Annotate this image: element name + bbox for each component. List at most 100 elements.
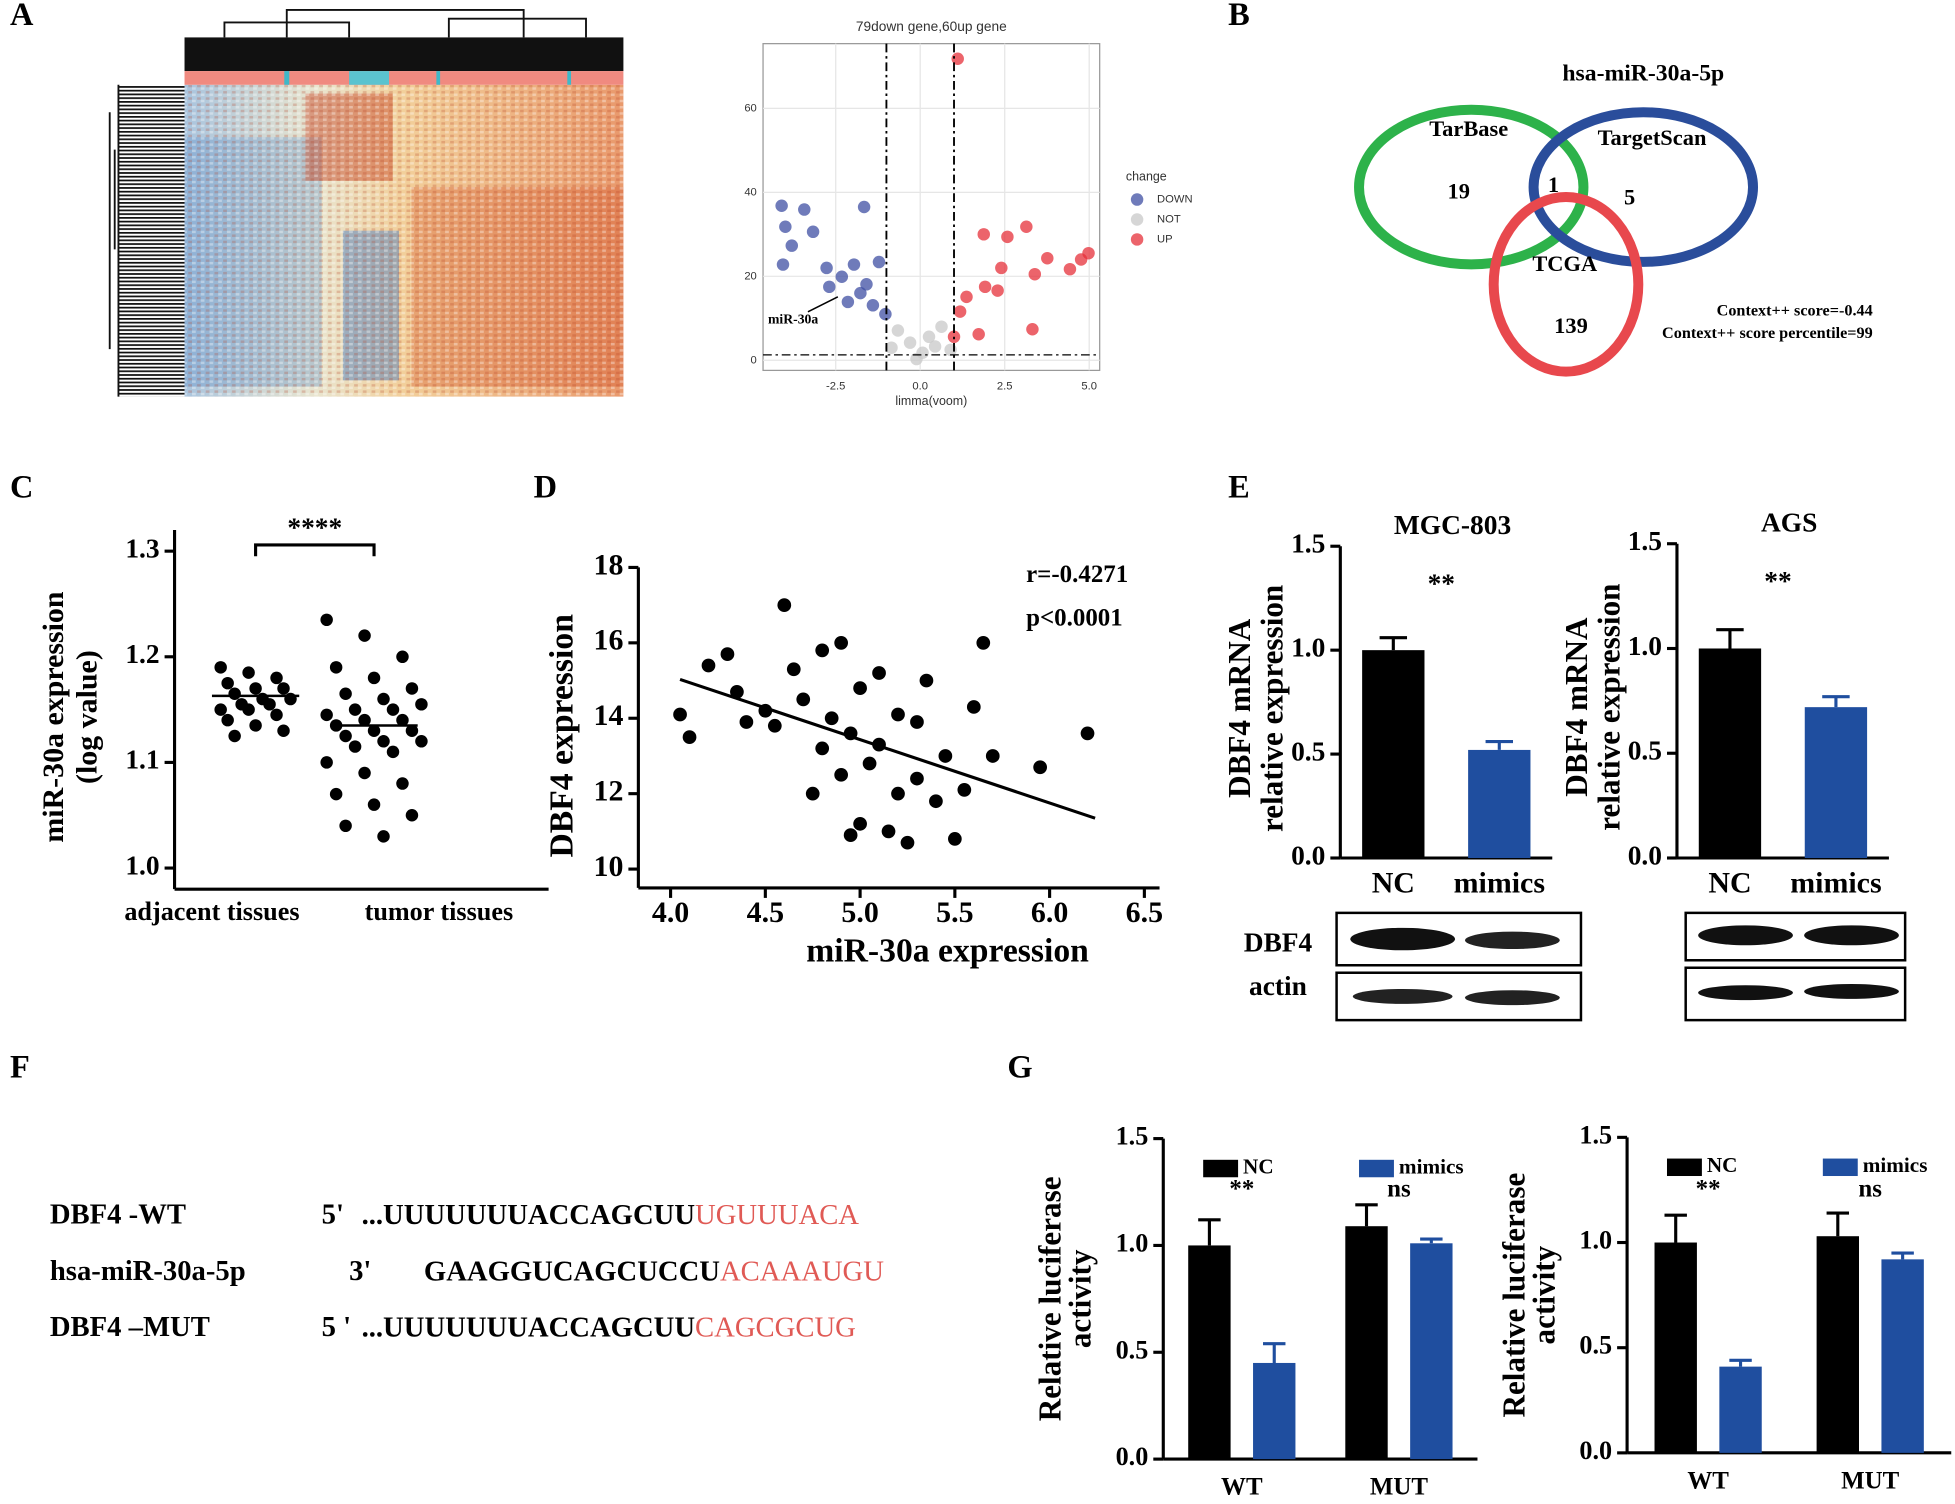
point [866, 299, 880, 312]
point [405, 724, 419, 737]
point [358, 713, 371, 727]
x-tick-label: WT [1687, 1468, 1729, 1495]
point [396, 650, 409, 664]
point [910, 715, 924, 729]
x-axis-label: limma(voom) [895, 394, 967, 408]
heatmap [108, 9, 624, 397]
y-axis-label: Relative luciferase [1497, 1173, 1532, 1418]
plot-panel [762, 43, 1101, 372]
point [270, 708, 283, 722]
point [415, 735, 428, 748]
bar [1804, 707, 1868, 859]
legend-label: NC [1243, 1154, 1274, 1178]
legend-label: UP [1157, 233, 1173, 245]
point [805, 786, 820, 801]
x-tick-label: -2.5 [826, 381, 845, 393]
legend-marker [1130, 233, 1144, 246]
point [776, 258, 790, 271]
point [779, 220, 792, 233]
error-bar [1891, 1251, 1914, 1260]
point [348, 703, 362, 716]
point [786, 662, 801, 677]
point [948, 832, 962, 846]
point [910, 771, 924, 786]
seed-region: CAGCGCUG [695, 1311, 856, 1343]
x-tick-label: 6.5 [1126, 896, 1163, 929]
y-axis-label: DBF4 mRNA [1222, 618, 1257, 798]
point [891, 324, 905, 337]
venn-set [1354, 104, 1589, 270]
point [320, 613, 333, 627]
point [242, 703, 255, 716]
sequence-prime: 5 ' [322, 1311, 351, 1343]
bar [1188, 1245, 1231, 1460]
point [358, 766, 371, 780]
point [339, 819, 352, 833]
point [249, 719, 262, 732]
chart-title: hsa-miR-30a-5p [1562, 60, 1724, 86]
point [377, 692, 390, 706]
point [820, 261, 833, 275]
error-bar [1355, 1203, 1378, 1227]
point [978, 280, 992, 294]
significance: ** [1696, 1176, 1721, 1203]
point [785, 239, 799, 252]
point [228, 729, 241, 743]
x-tick-label: 6.0 [1031, 896, 1068, 929]
x-axis-label: miR-30a expression [806, 933, 1089, 970]
legend-label: mimics [1863, 1153, 1928, 1177]
point [823, 280, 836, 294]
point [415, 698, 428, 711]
point [720, 647, 735, 662]
point [242, 666, 255, 679]
point [739, 715, 754, 729]
sequence-label: DBF4 -WT [50, 1199, 186, 1231]
x-tick-label: NC [1708, 866, 1751, 899]
point [806, 225, 820, 239]
point [1033, 760, 1047, 775]
point [396, 713, 409, 727]
y-tick-label: 0.5 [1628, 736, 1662, 766]
point [985, 749, 1000, 763]
significance: ** [1229, 1176, 1254, 1203]
x-tick-label: 5.5 [936, 896, 973, 929]
y-tick-label: 0.0 [1579, 1436, 1612, 1465]
point [919, 673, 934, 688]
y-tick-label: 0.0 [1628, 840, 1662, 870]
y-axis-label: (log value) [71, 650, 104, 784]
x-tick-label: 4.0 [652, 896, 689, 929]
y-tick-label: 18 [594, 548, 624, 581]
point [854, 286, 867, 300]
region-count: 19 [1448, 178, 1470, 203]
point [976, 635, 991, 650]
error-bar [1485, 740, 1514, 750]
bar [1345, 1226, 1388, 1460]
error-bar [1664, 1213, 1687, 1243]
point [824, 711, 839, 726]
point [263, 698, 276, 711]
x-tick-label: NC [1372, 866, 1415, 899]
y-tick-label: 1.0 [1579, 1226, 1612, 1255]
y-tick-label: 40 [744, 186, 756, 198]
point [270, 671, 283, 685]
bar [1698, 648, 1762, 859]
legend-label: NOT [1157, 213, 1181, 225]
point [405, 682, 419, 695]
point [995, 261, 1008, 275]
point [730, 685, 744, 699]
point [339, 729, 352, 743]
point [903, 336, 917, 349]
point [214, 703, 227, 716]
note: Context++ score percentile=99 [1662, 324, 1873, 342]
error-bar [1729, 1358, 1752, 1367]
note: Context++ score=-0.44 [1717, 301, 1873, 319]
point [1082, 246, 1095, 260]
y-tick-label: 1.5 [1116, 1122, 1149, 1151]
sequence-label: hsa-miR-30a-5p [50, 1255, 246, 1287]
error-bar [1263, 1342, 1286, 1363]
set-label: TargetScan [1598, 125, 1707, 150]
y-tick-label: 12 [594, 775, 624, 808]
western-blot [1335, 911, 1907, 1022]
point [977, 228, 990, 241]
